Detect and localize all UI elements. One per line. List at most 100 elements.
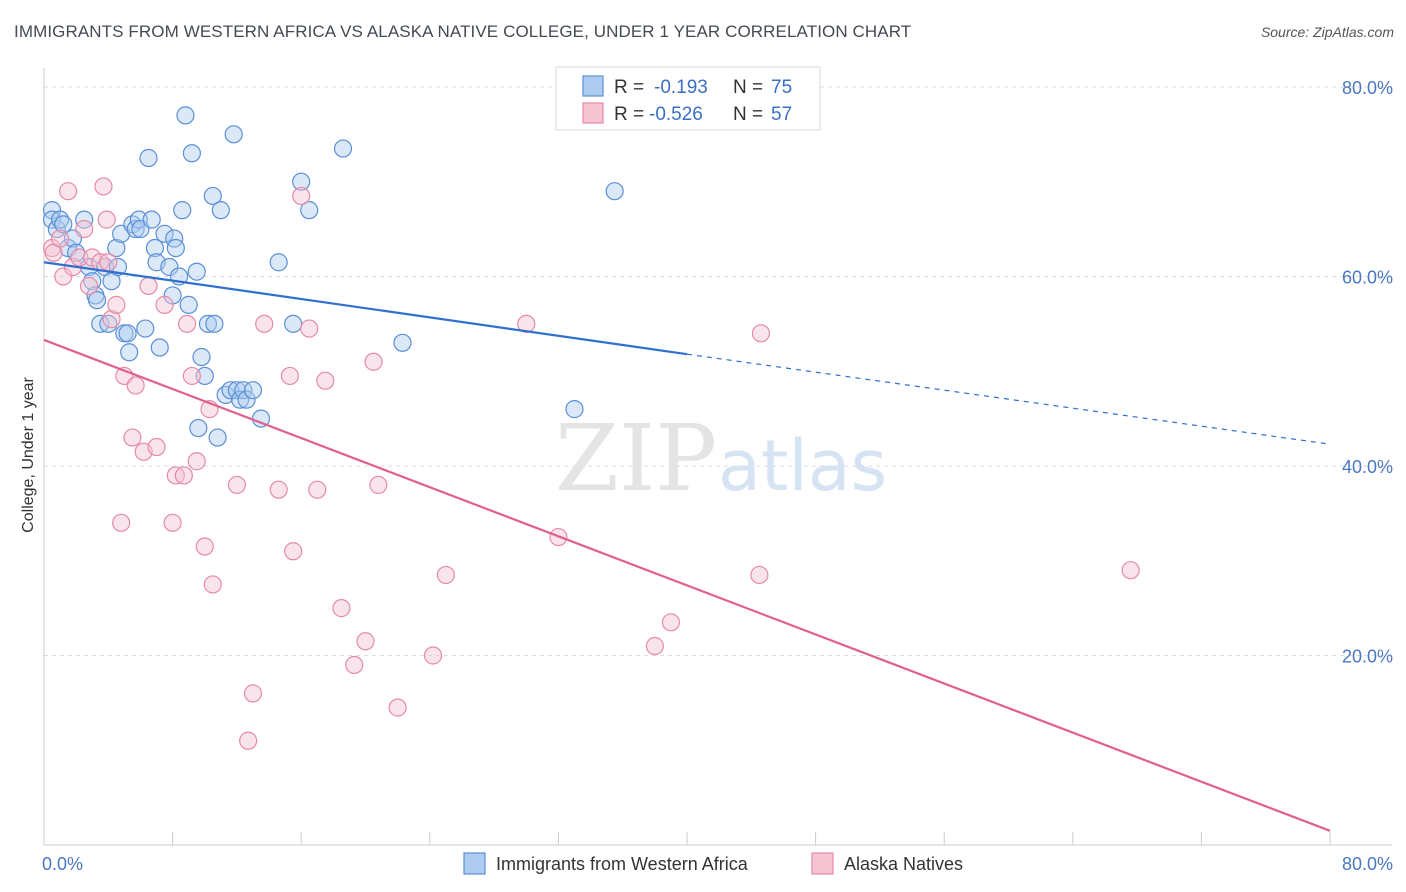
point-alaska-natives-22 (147, 437, 166, 457)
point-alaska-natives-37 (269, 480, 288, 499)
point-western-africa-27 (136, 319, 155, 338)
point-alaska-natives-24 (163, 513, 182, 532)
point-alaska-natives-8 (79, 276, 99, 296)
bottom-legend-label-blue: Immigrants from Western Africa (496, 854, 749, 874)
point-alaska-natives-30 (195, 537, 214, 556)
point-alaska-natives-19 (126, 376, 145, 395)
point-alaska-natives-21 (139, 276, 158, 296)
point-alaska-natives-6 (70, 248, 89, 267)
watermark: ZIP atlas (555, 405, 887, 512)
point-alaska-natives-7 (75, 219, 94, 239)
point-alaska-natives-12 (97, 210, 116, 229)
point-alaska-natives-2 (50, 229, 70, 248)
point-alaska-natives-51 (436, 565, 455, 585)
point-alaska-natives-18 (123, 428, 142, 447)
legend: R = -0.193 N = 75 R = -0.526 N = 57 (555, 66, 821, 131)
trend-line-western-africa-extension (686, 353, 1331, 445)
point-alaska-natives-41 (300, 319, 319, 338)
point-western-africa-25 (129, 210, 148, 229)
point-alaska-natives-42 (308, 480, 327, 499)
point-alaska-natives-33 (227, 475, 246, 495)
point-western-africa-42 (182, 144, 201, 163)
chart-title: IMMIGRANTS FROM WESTERN AFRICA VS ALASKA… (14, 22, 912, 41)
point-western-africa-58 (237, 390, 256, 409)
point-western-africa-48 (203, 186, 222, 206)
legend-n-label-1: N = (733, 77, 763, 98)
point-alaska-natives-11 (94, 177, 113, 196)
point-alaska-natives-4 (59, 182, 78, 201)
point-alaska-natives-50 (423, 646, 443, 665)
point-alaska-natives-58 (1121, 561, 1140, 580)
y-tick-label-40: 40.0% (1342, 457, 1393, 477)
point-alaska-natives-36 (255, 314, 274, 333)
y-tick-label-80: 80.0% (1342, 78, 1393, 98)
point-western-africa-29 (142, 210, 161, 229)
point-western-africa-12 (87, 291, 107, 310)
point-alaska-natives-27 (177, 314, 197, 333)
x-tick-label-max: 80.0% (1342, 854, 1393, 874)
legend-swatch-pink (582, 102, 604, 124)
chart-source: Source: ZipAtlas.com (1260, 24, 1394, 40)
point-alaska-natives-34 (239, 731, 258, 750)
point-western-africa-44 (189, 418, 208, 438)
point-western-africa-37 (166, 238, 185, 258)
point-western-africa-63 (292, 172, 311, 191)
point-western-africa-53 (221, 381, 240, 400)
point-alaska-natives-16 (112, 513, 131, 532)
point-western-africa-34 (160, 257, 179, 277)
point-alaska-natives-3 (54, 267, 73, 286)
bottom-legend-swatch-blue (463, 852, 486, 875)
point-western-africa-50 (208, 428, 227, 447)
bottom-legend-label-pink: Alaska Natives (844, 854, 963, 874)
point-western-africa-8 (75, 210, 94, 229)
point-alaska-natives-43 (316, 371, 335, 390)
point-alaska-natives-13 (99, 253, 118, 272)
legend-n-value-2: 57 (771, 104, 792, 125)
point-western-africa-64 (300, 201, 319, 220)
point-western-africa-61 (269, 253, 288, 272)
grid-layer (44, 86, 1392, 656)
point-alaska-natives-57 (751, 324, 771, 343)
trend-layer (43, 261, 1331, 832)
legend-r-value-2: -0.526 (649, 104, 703, 125)
watermark-zip: ZIP (555, 405, 717, 512)
point-western-africa-49 (205, 314, 224, 333)
point-western-africa-45 (192, 347, 211, 367)
point-alaska-natives-55 (661, 613, 681, 632)
point-western-africa-39 (173, 201, 192, 220)
legend-swatch-blue (582, 75, 604, 97)
point-western-africa-65 (333, 139, 353, 158)
axes-layer (43, 68, 1392, 846)
legend-n-value-1: 75 (771, 77, 792, 98)
point-western-africa-62 (284, 314, 303, 333)
point-western-africa-59 (243, 381, 263, 400)
point-alaska-natives-15 (107, 295, 126, 314)
point-western-africa-66 (393, 333, 412, 352)
tick-labels: 20.0% 40.0% 60.0% 80.0% 0.0% 80.0% (42, 78, 1393, 874)
point-western-africa-55 (227, 381, 246, 400)
point-alaska-natives-35 (243, 684, 263, 703)
legend-n-label-2: N = (733, 104, 763, 125)
point-western-africa-54 (224, 125, 243, 144)
point-alaska-natives-26 (174, 466, 193, 485)
point-alaska-natives-29 (187, 452, 206, 471)
points-layer (42, 106, 1140, 750)
point-western-africa-36 (165, 229, 184, 248)
point-alaska-natives-56 (750, 565, 769, 585)
legend-r-label-2: R = (614, 104, 644, 125)
point-alaska-natives-48 (369, 475, 388, 495)
point-alaska-natives-14 (102, 310, 121, 329)
point-alaska-natives-45 (345, 655, 364, 675)
point-alaska-natives-54 (645, 636, 664, 656)
point-alaska-natives-52 (517, 314, 536, 333)
trend-line-alaska-natives (43, 338, 1331, 832)
point-western-africa-68 (605, 182, 624, 201)
point-western-africa-22 (120, 343, 139, 362)
y-axis-label: College, Under 1 year (20, 377, 37, 533)
point-western-africa-56 (231, 390, 250, 409)
point-western-africa-28 (139, 148, 158, 168)
point-alaska-natives-47 (364, 352, 383, 371)
point-western-africa-51 (211, 201, 230, 220)
y-tick-label-60: 60.0% (1342, 267, 1393, 287)
point-western-africa-33 (155, 224, 174, 243)
